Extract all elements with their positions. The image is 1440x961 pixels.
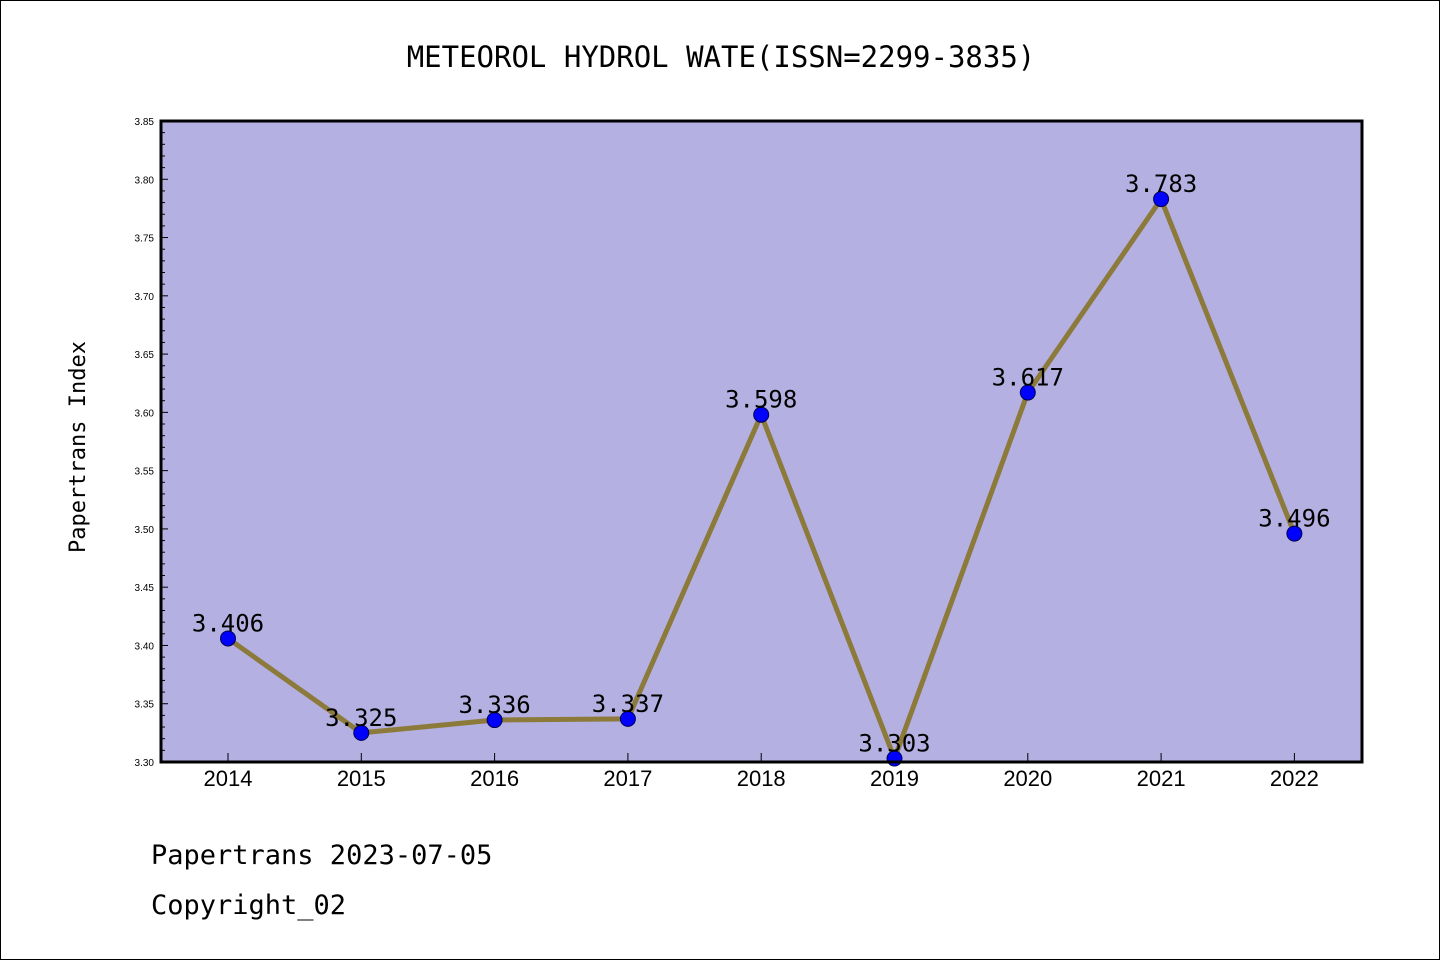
data-label: 3.783 [1125, 170, 1197, 198]
y-tick-label: 3.60 [135, 408, 155, 419]
data-label: 3.325 [325, 704, 397, 732]
data-labels: 3.406 3.325 3.336 3.337 3.598 3.303 3.617 3.783… [192, 170, 1331, 757]
data-point [220, 630, 236, 647]
data-point [753, 406, 770, 423]
x-tick-label: 2015 [337, 766, 386, 791]
data-label: 3.303 [858, 730, 930, 758]
footer-copyright: Copyright_02 [151, 890, 346, 921]
y-tick-label: 3.40 [135, 641, 155, 652]
data-label: 3.336 [458, 691, 530, 719]
x-tick-label: 2021 [1137, 766, 1186, 791]
data-label: 3.337 [592, 690, 664, 718]
footer-date: Papertrans 2023-07-05 [151, 840, 492, 871]
y-tick-label: 3.50 [135, 525, 155, 536]
y-tick-label: 3.45 [135, 583, 155, 594]
y-tick-label: 3.35 [135, 700, 155, 711]
y-tick-label: 3.30 [135, 758, 155, 769]
data-point [486, 712, 503, 729]
data-point [1153, 191, 1170, 208]
data-point [1019, 384, 1036, 401]
y-tick-label: 3.75 [135, 234, 155, 245]
y-axis-label: Papertrans Index [66, 341, 91, 553]
x-tick-label: 2018 [737, 766, 786, 791]
y-tick-label: 3.55 [135, 467, 155, 478]
x-tick-label: 2022 [1270, 766, 1319, 791]
x-tick-label: 2019 [870, 766, 919, 791]
data-label: 3.496 [1258, 505, 1330, 533]
y-tick-label: 3.65 [135, 350, 155, 361]
x-tick-label: 2014 [204, 766, 253, 791]
x-tick-label: 2020 [1003, 766, 1052, 791]
y-tick-label: 3.85 [135, 117, 155, 128]
chart-title: METEOROL HYDROL WATE(ISSN=2299-3835) [407, 40, 1036, 74]
data-label: 3.598 [725, 386, 797, 414]
x-tick-label: 2017 [603, 766, 652, 791]
data-point [353, 724, 370, 741]
data-point [619, 710, 636, 727]
y-tick-label: 3.80 [135, 175, 155, 186]
x-axis: 2014 2015 2016 2017 2018 2019 2020 2021 2022 [204, 753, 1319, 791]
y-tick-label: 3.70 [135, 292, 155, 303]
plot-border [159, 119, 1364, 764]
data-label: 3.617 [992, 364, 1064, 392]
data-points [220, 191, 1303, 767]
data-label: 3.406 [192, 609, 264, 637]
data-point [1286, 525, 1303, 542]
x-tick-label: 2016 [470, 766, 519, 791]
plot-area [161, 121, 1362, 762]
